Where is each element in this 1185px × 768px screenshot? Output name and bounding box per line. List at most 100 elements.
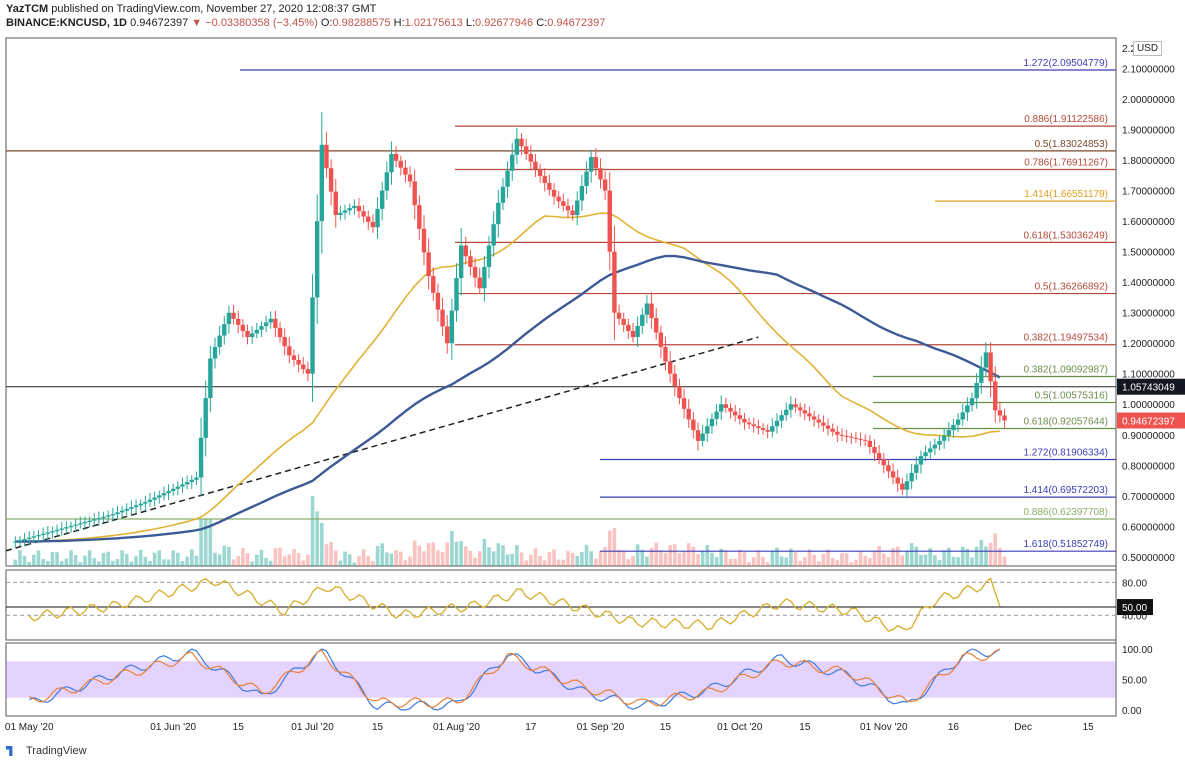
candle-body <box>626 324 631 331</box>
time-tick-label: 01 Jun '20 <box>150 722 196 733</box>
candle-body <box>565 205 571 211</box>
fib-level-label: 1.272(2.09504779) <box>1023 58 1108 69</box>
volume-bar <box>129 561 134 566</box>
candle-body <box>273 318 278 328</box>
volume-bar <box>59 561 64 566</box>
candle-body <box>951 424 956 431</box>
volume-bar <box>905 551 909 566</box>
volume-bar <box>566 550 570 566</box>
volume-bar <box>960 546 965 566</box>
volume-bar <box>659 550 663 566</box>
volume-bar <box>236 556 241 566</box>
fib-level-label: 0.5(1.00575316) <box>1035 390 1108 401</box>
fib-level-label: 0.618(1.53036249) <box>1023 230 1108 241</box>
time-tick-label: 15 <box>1083 722 1095 733</box>
candle-body <box>472 266 478 278</box>
volume-bar <box>515 545 519 566</box>
price-tick-label: 0.50000000 <box>1122 553 1175 564</box>
candle-body <box>612 251 617 313</box>
candle-body <box>816 419 821 423</box>
volume-bar <box>877 545 881 566</box>
volume-bar <box>245 553 250 566</box>
candle-body <box>881 459 886 466</box>
volume-bar <box>872 551 877 566</box>
open-label: O: <box>320 17 333 29</box>
volume-bar <box>793 552 798 566</box>
candle-body <box>607 190 612 252</box>
volume-bar <box>891 548 895 566</box>
candle-body <box>797 407 803 411</box>
candle-body <box>496 202 501 225</box>
candle-body <box>955 419 961 425</box>
publish-line: YazTCM published on TradingView.com, Nov… <box>6 3 376 15</box>
candle-body <box>486 245 492 267</box>
candle-body <box>175 486 181 489</box>
candle-body <box>811 416 817 420</box>
volume-bar <box>101 552 106 566</box>
candle-body <box>570 210 575 216</box>
volume-bar <box>710 552 714 566</box>
candle-body <box>36 535 41 537</box>
candle-body <box>268 318 273 323</box>
volume-bar <box>733 558 737 566</box>
candle-body <box>658 332 664 348</box>
volume-bar <box>454 541 459 566</box>
volume-bar <box>668 545 672 566</box>
candle-body <box>208 358 213 399</box>
candle-body <box>180 484 185 487</box>
candle-body <box>319 144 325 222</box>
volume-bar <box>13 559 18 566</box>
low-value: 0.92677946 <box>475 17 534 29</box>
currency-badge[interactable]: USD <box>1133 41 1163 56</box>
volume-bar <box>343 551 347 566</box>
volume-bar <box>900 555 905 566</box>
volume-bar <box>728 559 733 566</box>
volume-bar <box>199 519 203 566</box>
rsi-tick-label: 80.00 <box>1122 578 1147 589</box>
volume-bar <box>417 545 422 566</box>
candle-body <box>751 424 756 427</box>
candle-body <box>184 482 190 485</box>
price-tick-label: 1.50000000 <box>1122 248 1175 259</box>
volume-bar <box>436 550 440 566</box>
candle-body <box>500 186 506 203</box>
candle-body <box>519 138 524 147</box>
candle-body <box>732 411 738 416</box>
volume-bar <box>854 559 858 566</box>
volume-bar <box>775 547 779 566</box>
volume-bar <box>324 544 329 566</box>
fib-level-label: 0.5(1.83024853) <box>1035 139 1108 150</box>
candle-body <box>969 398 975 406</box>
price-tag-label: 0.94672397 <box>1122 417 1175 428</box>
volume-bar <box>41 558 45 566</box>
candle-body <box>217 335 222 348</box>
volume-bar <box>254 554 259 566</box>
candle-body <box>236 318 241 325</box>
candle-body <box>417 205 422 229</box>
volume-bar <box>844 553 849 566</box>
volume-bar <box>185 556 189 566</box>
candle-body <box>983 352 989 368</box>
tradingview-icon <box>6 746 13 756</box>
price-tick-label: 1.40000000 <box>1122 278 1175 289</box>
volume-bar <box>482 538 487 566</box>
volume-bar <box>366 555 371 566</box>
candle-body <box>821 422 826 426</box>
volume-bar <box>988 542 993 566</box>
candle-body <box>454 278 459 311</box>
price-tick-label: 0.90000000 <box>1122 431 1175 442</box>
candle-body <box>807 413 812 417</box>
candle-body <box>510 154 515 171</box>
volume-bar <box>361 549 366 566</box>
volume-bar <box>408 556 412 566</box>
volume-bar <box>626 559 631 566</box>
candles <box>13 112 1007 548</box>
volume-bar <box>450 531 454 566</box>
candle-body <box>770 426 775 432</box>
volume-bar <box>756 550 761 566</box>
volume-bar <box>166 559 171 566</box>
candle-body <box>556 196 561 202</box>
candle-body <box>584 171 589 187</box>
fib-level-label: 0.886(0.62397708) <box>1023 507 1108 518</box>
